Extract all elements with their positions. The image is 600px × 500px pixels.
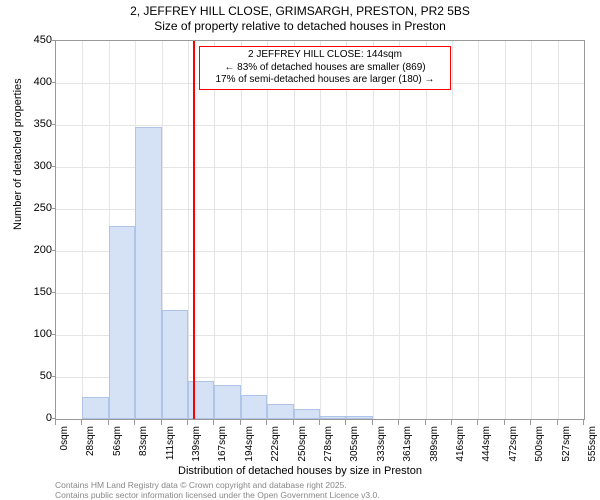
x-tick-label: 28sqm — [85, 426, 96, 466]
y-tick-label: 50 — [22, 370, 52, 382]
y-tick-label: 350 — [22, 118, 52, 130]
footer-line1: Contains HM Land Registry data © Crown c… — [55, 480, 585, 490]
histogram-bar — [188, 381, 214, 419]
histogram-bar — [162, 310, 188, 419]
x-tick-label: 194sqm — [244, 426, 255, 466]
x-tick-label: 472sqm — [508, 426, 519, 466]
x-tick-label: 527sqm — [561, 426, 572, 466]
histogram-bar — [82, 397, 108, 419]
annotation-line: 17% of semi-detached houses are larger (… — [204, 74, 446, 87]
x-tick-label: 444sqm — [481, 426, 492, 466]
footer-credits: Contains HM Land Registry data © Crown c… — [55, 480, 585, 500]
plot-area: 2 JEFFREY HILL CLOSE: 144sqm← 83% of det… — [55, 40, 585, 420]
marker-line — [193, 41, 195, 419]
x-tick-label: 333sqm — [376, 426, 387, 466]
histogram-bar — [320, 416, 346, 419]
chart-container: 2, JEFFREY HILL CLOSE, GRIMSARGH, PRESTO… — [0, 0, 600, 500]
x-tick-label: 83sqm — [138, 426, 149, 466]
histogram-bar — [294, 409, 320, 419]
x-tick-label: 361sqm — [402, 426, 413, 466]
y-tick-label: 450 — [22, 34, 52, 46]
y-tick-label: 150 — [22, 286, 52, 298]
x-tick-label: 56sqm — [112, 426, 123, 466]
y-tick-label: 200 — [22, 244, 52, 256]
title-subtitle: Size of property relative to detached ho… — [0, 19, 600, 33]
histogram-bar — [135, 127, 161, 419]
x-tick-label: 111sqm — [165, 426, 176, 466]
y-tick-label: 400 — [22, 76, 52, 88]
x-tick-label: 222sqm — [270, 426, 281, 466]
annotation-line: ← 83% of detached houses are smaller (86… — [204, 62, 446, 75]
y-tick-label: 250 — [22, 202, 52, 214]
x-tick-label: 416sqm — [455, 426, 466, 466]
footer-line2: Contains public sector information licen… — [55, 490, 585, 500]
x-tick-label: 278sqm — [323, 426, 334, 466]
x-tick-label: 139sqm — [191, 426, 202, 466]
annotation-box: 2 JEFFREY HILL CLOSE: 144sqm← 83% of det… — [199, 46, 451, 90]
y-tick-label: 100 — [22, 328, 52, 340]
annotation-line: 2 JEFFREY HILL CLOSE: 144sqm — [204, 49, 446, 62]
histogram-bar — [241, 395, 267, 419]
title-address: 2, JEFFREY HILL CLOSE, GRIMSARGH, PRESTO… — [0, 4, 600, 18]
histogram-bar — [346, 416, 372, 419]
x-tick-label: 167sqm — [217, 426, 228, 466]
histogram-bar — [267, 404, 293, 419]
x-tick-label: 305sqm — [349, 426, 360, 466]
histogram-bar — [109, 226, 135, 419]
x-tick-label: 389sqm — [429, 426, 440, 466]
x-tick-label: 0sqm — [59, 426, 70, 466]
x-tick-label: 250sqm — [297, 426, 308, 466]
histogram-bar — [214, 385, 240, 419]
y-tick-label: 300 — [22, 160, 52, 172]
y-tick-label: 0 — [22, 412, 52, 424]
x-axis-label: Distribution of detached houses by size … — [0, 465, 600, 477]
x-tick-label: 555sqm — [587, 426, 598, 466]
x-tick-label: 500sqm — [534, 426, 545, 466]
